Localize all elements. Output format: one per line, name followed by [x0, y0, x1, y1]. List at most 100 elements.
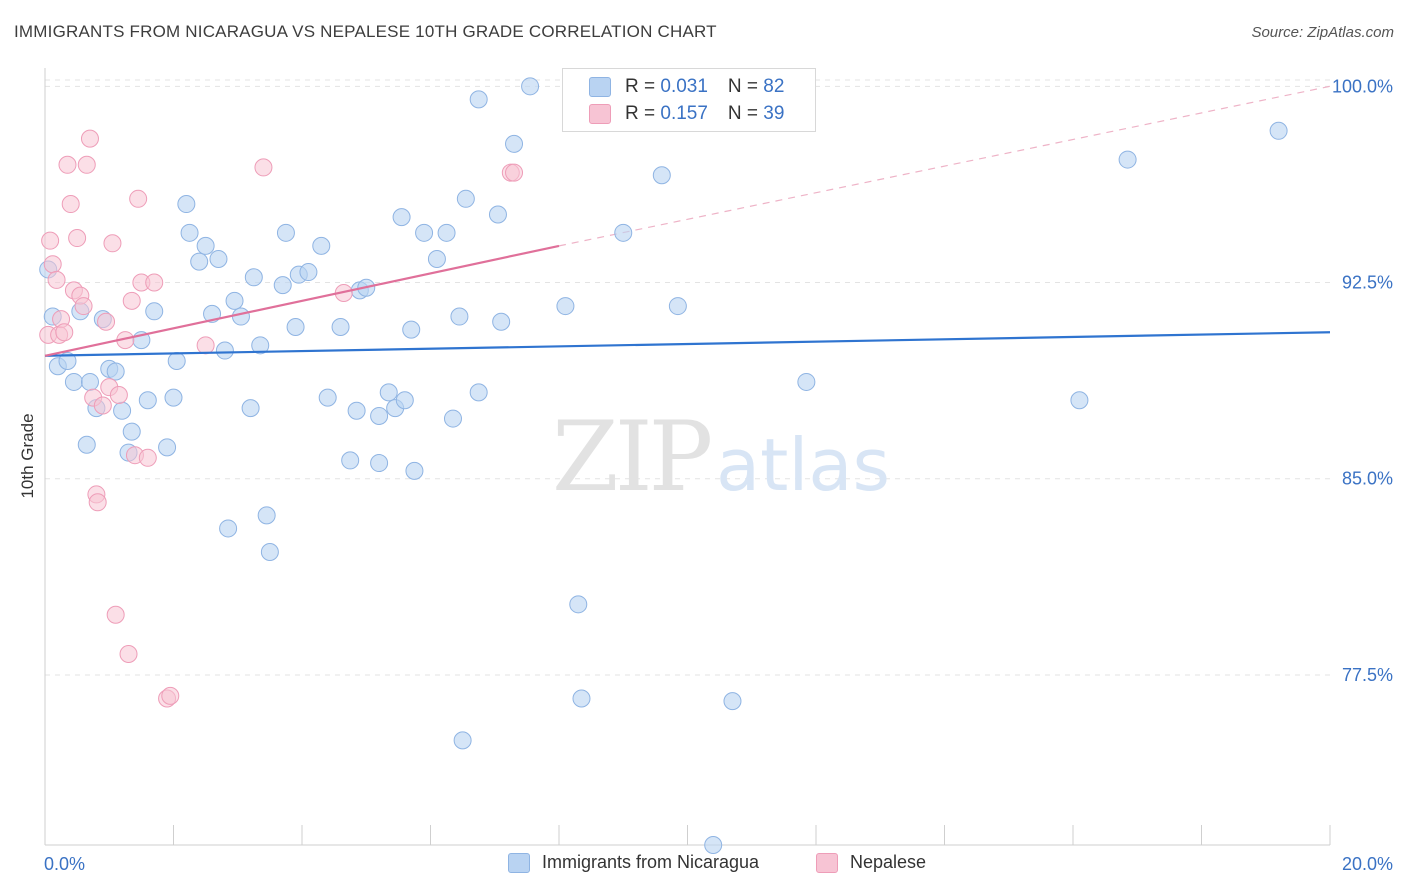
y-tick-label: 85.0%: [1342, 469, 1393, 489]
data-point-nicaragua: [614, 223, 633, 242]
data-point-nicaragua: [723, 692, 742, 711]
legend-label-nepalese: Nepalese: [850, 852, 927, 872]
data-point-nicaragua: [1118, 150, 1137, 169]
data-point-nicaragua: [286, 318, 305, 336]
data-point-nicaragua: [668, 297, 687, 316]
trend-line-nepalese-extension: [558, 85, 1331, 247]
data-point-nicaragua: [312, 236, 331, 255]
data-point-nicaragua: [1070, 391, 1089, 410]
legend-n-value: 82: [763, 76, 785, 97]
data-point-nicaragua: [318, 388, 337, 407]
data-point-nicaragua: [260, 542, 279, 561]
data-point-nicaragua: [257, 506, 276, 525]
data-point-nicaragua: [122, 422, 141, 441]
data-point-nicaragua: [158, 438, 177, 457]
data-point-nicaragua: [521, 77, 540, 96]
data-point-nicaragua: [180, 223, 199, 242]
y-tick-label: 77.5%: [1342, 665, 1393, 685]
legend-label-nicaragua: Immigrants from Nicaragua: [542, 852, 760, 872]
data-point-nicaragua: [652, 166, 671, 185]
data-point-nicaragua: [231, 307, 250, 326]
trend-lines-solid: [44, 244, 1331, 357]
data-point-nicaragua: [469, 383, 488, 402]
data-point-nicaragua: [492, 312, 511, 331]
data-point-nicaragua: [488, 205, 507, 224]
legend-r-value: 0.157: [660, 103, 708, 124]
data-point-nicaragua: [456, 189, 475, 208]
data-point-nicaragua: [241, 399, 260, 418]
data-point-nepalese: [161, 686, 180, 705]
data-point-nicaragua: [190, 252, 209, 271]
data-point-nicaragua: [177, 195, 196, 214]
data-point-nicaragua: [347, 401, 366, 420]
x-tick-label: 20.0%: [1342, 854, 1393, 874]
data-point-nepalese: [254, 158, 273, 177]
data-point-nicaragua: [138, 391, 157, 410]
data-point-nicaragua: [437, 223, 456, 242]
data-point-nepalese: [119, 645, 138, 664]
data-point-nepalese: [61, 195, 80, 214]
data-point-nepalese: [106, 605, 125, 624]
data-point-nicaragua: [341, 451, 360, 470]
y-tick-label: 92.5%: [1342, 273, 1393, 293]
data-point-nicaragua: [469, 90, 488, 109]
data-point-nepalese: [41, 231, 60, 250]
data-point-nicaragua: [1269, 121, 1288, 140]
data-point-nicaragua: [402, 320, 421, 339]
data-point-nicaragua: [556, 297, 575, 316]
data-point-nicaragua: [196, 236, 215, 255]
data-point-nicaragua: [80, 372, 99, 391]
data-point-nicaragua: [225, 291, 244, 310]
data-point-nicaragua: [569, 595, 588, 614]
legend-stats: R = 0.031 N = 82 R = 0.157 N = 39: [562, 68, 816, 132]
data-point-nicaragua: [572, 689, 591, 708]
data-point-nepalese: [80, 129, 99, 148]
data-point-nicaragua: [453, 731, 472, 750]
legend-r-value: 0.031: [660, 76, 708, 97]
data-point-nicaragua: [370, 454, 389, 473]
data-point-nicaragua: [797, 372, 816, 391]
legend-row-nicaragua: R = 0.031 N = 82: [589, 74, 784, 100]
legend-row-nepalese: R = 0.157 N = 39: [589, 101, 784, 127]
data-point-nicaragua: [427, 249, 446, 268]
data-point-nicaragua: [415, 223, 434, 242]
trend-line-nepalese: [44, 244, 560, 357]
x-tick-label: 0.0%: [44, 854, 85, 874]
y-tick-label: 100.0%: [1332, 76, 1393, 96]
data-point-nicaragua: [145, 302, 164, 321]
y-tick-labels: 77.5% 85.0% 92.5% 100.0%: [1332, 76, 1393, 685]
data-point-nicaragua: [505, 134, 524, 153]
data-point-nicaragua: [167, 352, 186, 371]
data-point-nepalese: [138, 448, 157, 467]
legend-n-label: N =: [727, 76, 764, 97]
watermark: ZIP atlas: [552, 401, 890, 513]
data-point-nicaragua: [450, 307, 469, 326]
data-point-nepalese: [122, 291, 141, 310]
data-point-nepalese: [505, 163, 524, 182]
x-tick-labels: 0.0% 20.0%: [44, 854, 1393, 874]
grid-lines: [45, 79, 1330, 676]
data-point-nicaragua: [209, 249, 228, 268]
axes: [44, 68, 1331, 846]
data-point-nepalese: [97, 312, 116, 331]
data-point-nepalese: [58, 155, 77, 174]
chart-title: IMMIGRANTS FROM NICARAGUA VS NEPALESE 10…: [14, 22, 717, 41]
legend-n-value: 39: [763, 103, 785, 124]
watermark-atlas: atlas: [716, 423, 890, 507]
legend-r-label: R =: [625, 76, 661, 97]
data-point-nepalese: [43, 255, 62, 274]
data-point-nepalese: [196, 336, 215, 355]
data-point-nicaragua: [395, 391, 414, 410]
chart-source: Source: ZipAtlas.com: [1251, 24, 1394, 41]
data-point-nepalese: [55, 323, 74, 342]
watermark-zip: ZIP: [552, 401, 711, 513]
data-point-nicaragua: [370, 406, 389, 425]
data-point-nepalese: [88, 493, 107, 512]
legend-swatch-blue: [589, 77, 611, 97]
data-point-nepalese: [129, 189, 148, 208]
data-point-nepalese: [103, 234, 122, 253]
data-point-nicaragua: [106, 362, 125, 381]
data-point-nicaragua: [113, 401, 132, 420]
data-point-nicaragua: [704, 836, 723, 854]
